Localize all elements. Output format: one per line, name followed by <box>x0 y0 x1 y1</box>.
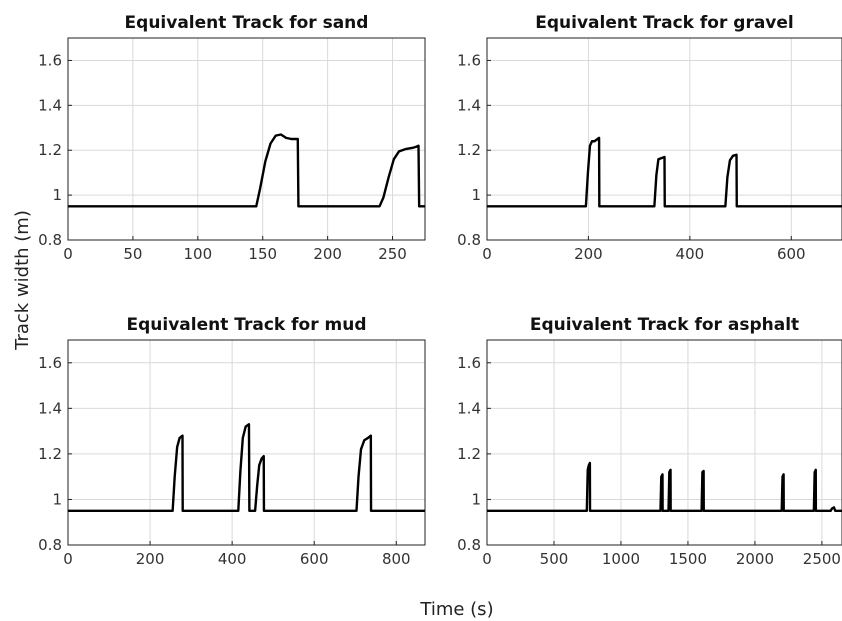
y-tick-label: 1 <box>471 490 481 508</box>
plot-area-sand <box>67 37 426 241</box>
y-tick-label: 1.6 <box>457 354 481 372</box>
y-tick-label: 0.8 <box>457 231 481 249</box>
plot-frame-mud <box>67 339 426 546</box>
y-axis-label: Track width (m) <box>12 210 33 351</box>
x-tick-label: 600 <box>777 245 806 263</box>
y-tick-label: 1.4 <box>38 399 62 417</box>
y-tick-label: 1.6 <box>38 354 62 372</box>
x-tick-label: 200 <box>136 550 165 568</box>
y-tick-label: 1.6 <box>457 51 481 69</box>
y-tick-label: 0.8 <box>38 536 62 554</box>
x-tick-label: 100 <box>183 245 212 263</box>
x-tick-label: 0 <box>63 245 73 263</box>
y-tick-label: 1.2 <box>38 141 62 159</box>
y-tick-label: 1.4 <box>457 399 481 417</box>
chart-title-sand: Equivalent Track for sand <box>125 13 369 33</box>
x-tick-label: 50 <box>123 245 142 263</box>
x-tick-label: 200 <box>574 245 603 263</box>
series-line-gravel <box>487 136 842 208</box>
plot-frame-sand <box>67 37 426 241</box>
y-tick-label: 1.4 <box>38 96 62 114</box>
x-tick-label: 150 <box>248 245 277 263</box>
y-tick-label: 0.8 <box>457 536 481 554</box>
x-tick-label: 400 <box>676 245 705 263</box>
chart-title-mud: Equivalent Track for mud <box>126 315 366 335</box>
y-tick-label: 1.6 <box>38 51 62 69</box>
series-line-sand <box>68 133 425 208</box>
x-tick-label: 0 <box>482 550 492 568</box>
plot-area-gravel <box>486 37 842 241</box>
y-tick-label: 1 <box>471 186 481 204</box>
x-axis-label: Time (s) <box>419 599 493 620</box>
x-tick-label: 600 <box>300 550 329 568</box>
x-tick-label: 200 <box>313 245 342 263</box>
x-tick-label: 500 <box>540 550 569 568</box>
plot-frame-gravel <box>486 37 842 241</box>
x-tick-label: 250 <box>378 245 407 263</box>
plot-frame-asphalt <box>486 339 842 546</box>
y-tick-label: 1.4 <box>457 96 481 114</box>
x-tick-label: 1500 <box>669 550 707 568</box>
x-tick-label: 0 <box>63 550 73 568</box>
panel-mud: 0 200 400 600 800 0.8 1 1.2 1.4 1.6 Equivalent Tra… <box>38 315 426 568</box>
series-line-asphalt <box>487 461 842 513</box>
panel-sand: 0 50 100 150 200 250 0.8 1 1.2 1.4 1.6 Equivalent T… <box>38 13 426 263</box>
y-tick-label: 1.2 <box>457 141 481 159</box>
y-tick-label: 0.8 <box>38 231 62 249</box>
x-tick-label: 400 <box>218 550 247 568</box>
panel-gravel: 0 200 400 600 0.8 1 1.2 1.4 1.6 Equivalent Track … <box>457 13 842 263</box>
y-tick-label: 1 <box>52 490 62 508</box>
x-tick-label: 2500 <box>803 550 841 568</box>
panel-asphalt: 0 500 1000 1500 2000 2500 0.8 1 1.2 1.4 1.6 Equival… <box>457 315 842 568</box>
y-tick-label: 1.2 <box>457 445 481 463</box>
x-tick-label: 0 <box>482 245 492 263</box>
chart-title-asphalt: Equivalent Track for asphalt <box>530 315 799 335</box>
chart-title-gravel: Equivalent Track for gravel <box>535 13 794 33</box>
y-tick-label: 1.2 <box>38 445 62 463</box>
y-tick-label: 1 <box>52 186 62 204</box>
series-line-mud <box>68 423 425 513</box>
x-tick-label: 2000 <box>736 550 774 568</box>
x-tick-label: 800 <box>382 550 411 568</box>
plot-area-asphalt <box>486 339 842 546</box>
x-tick-label: 1000 <box>602 550 640 568</box>
